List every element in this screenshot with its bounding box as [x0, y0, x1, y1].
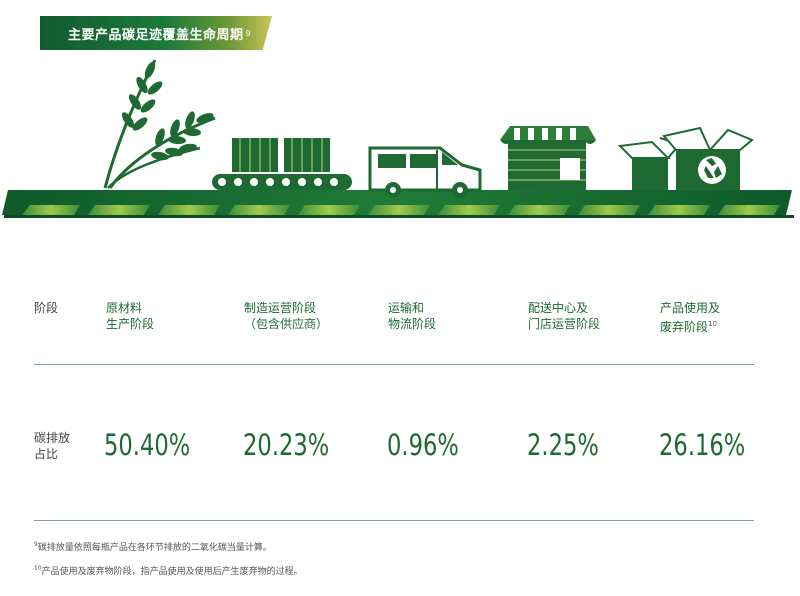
- value-manufacturing: 20.23%: [243, 428, 330, 462]
- footnote-mark: 10: [34, 565, 42, 572]
- footnote-mark: 9: [34, 541, 38, 548]
- recycle-boxes-icon: [617, 126, 754, 190]
- stage-header-line2: 物流阶段: [388, 317, 437, 331]
- store-icon: [500, 126, 596, 190]
- stage-header-line1: 制造运营阶段: [244, 301, 317, 315]
- value-logistics: 0.96%: [387, 428, 459, 462]
- ground-band: [2, 190, 794, 218]
- row-label-emission-line2: 占比: [34, 447, 59, 461]
- footnote-10: 10产品使用及废弃物阶段，指产品使用及使用后产生废弃物的过程。: [34, 564, 303, 577]
- stage-header-line2: 生产阶段: [106, 317, 155, 331]
- lifecycle-illustration: [2, 59, 794, 218]
- row-label-stage: 阶段: [34, 301, 59, 315]
- stage-header-line2-wrap: 废弃阶段10: [660, 316, 720, 335]
- footnote-text: 碳排放量依照每瓶产品在各环节排放的二氧化碳当量计算。: [37, 543, 272, 553]
- footnote-text: 产品使用及废弃物阶段，指产品使用及使用后产生废弃物的过程。: [41, 567, 303, 577]
- stage-header-line1: 原材料: [106, 301, 143, 315]
- stage-header-use-disposal: 产品使用及 废弃阶段10: [660, 300, 720, 335]
- wheat-icon: [103, 59, 216, 189]
- value-distribution: 2.25%: [527, 428, 599, 462]
- divider-top: [34, 364, 754, 365]
- value-raw-materials: 50.40%: [104, 428, 191, 462]
- conveyor-belt-icon: [212, 138, 352, 190]
- section-title-banner: 主要产品碳足迹覆盖生命周期 9: [40, 16, 272, 50]
- footnote-ref-10: 10: [708, 320, 717, 328]
- stage-header-line1: 配送中心及: [528, 301, 589, 315]
- stage-header-raw-materials: 原材料 生产阶段: [106, 300, 154, 332]
- stage-header-line2: 门店运营阶段: [528, 317, 601, 331]
- divider-bottom: [34, 520, 754, 521]
- value-use-disposal: 26.16%: [659, 428, 746, 462]
- stage-header-line1: 运输和: [388, 301, 425, 315]
- stage-header-line1: 产品使用及: [660, 301, 721, 315]
- stage-header-distribution: 配送中心及 门店运营阶段: [528, 300, 600, 332]
- delivery-van-icon: [368, 146, 482, 198]
- stage-header-line2: 废弃阶段: [660, 320, 709, 334]
- footnote-ref-9: 9: [245, 28, 252, 38]
- stage-header-line2: （包含供应商）: [244, 317, 329, 331]
- stage-header-logistics: 运输和 物流阶段: [388, 300, 436, 332]
- stage-header-manufacturing: 制造运营阶段 （包含供应商）: [244, 300, 328, 332]
- row-label-emission-line1: 碳排放: [34, 431, 71, 445]
- row-label-emission: 碳排放 占比: [34, 430, 70, 462]
- section-title: 主要产品碳足迹覆盖生命周期: [68, 27, 244, 43]
- footnote-9: 9碳排放量依照每瓶产品在各环节排放的二氧化碳当量计算。: [34, 540, 272, 553]
